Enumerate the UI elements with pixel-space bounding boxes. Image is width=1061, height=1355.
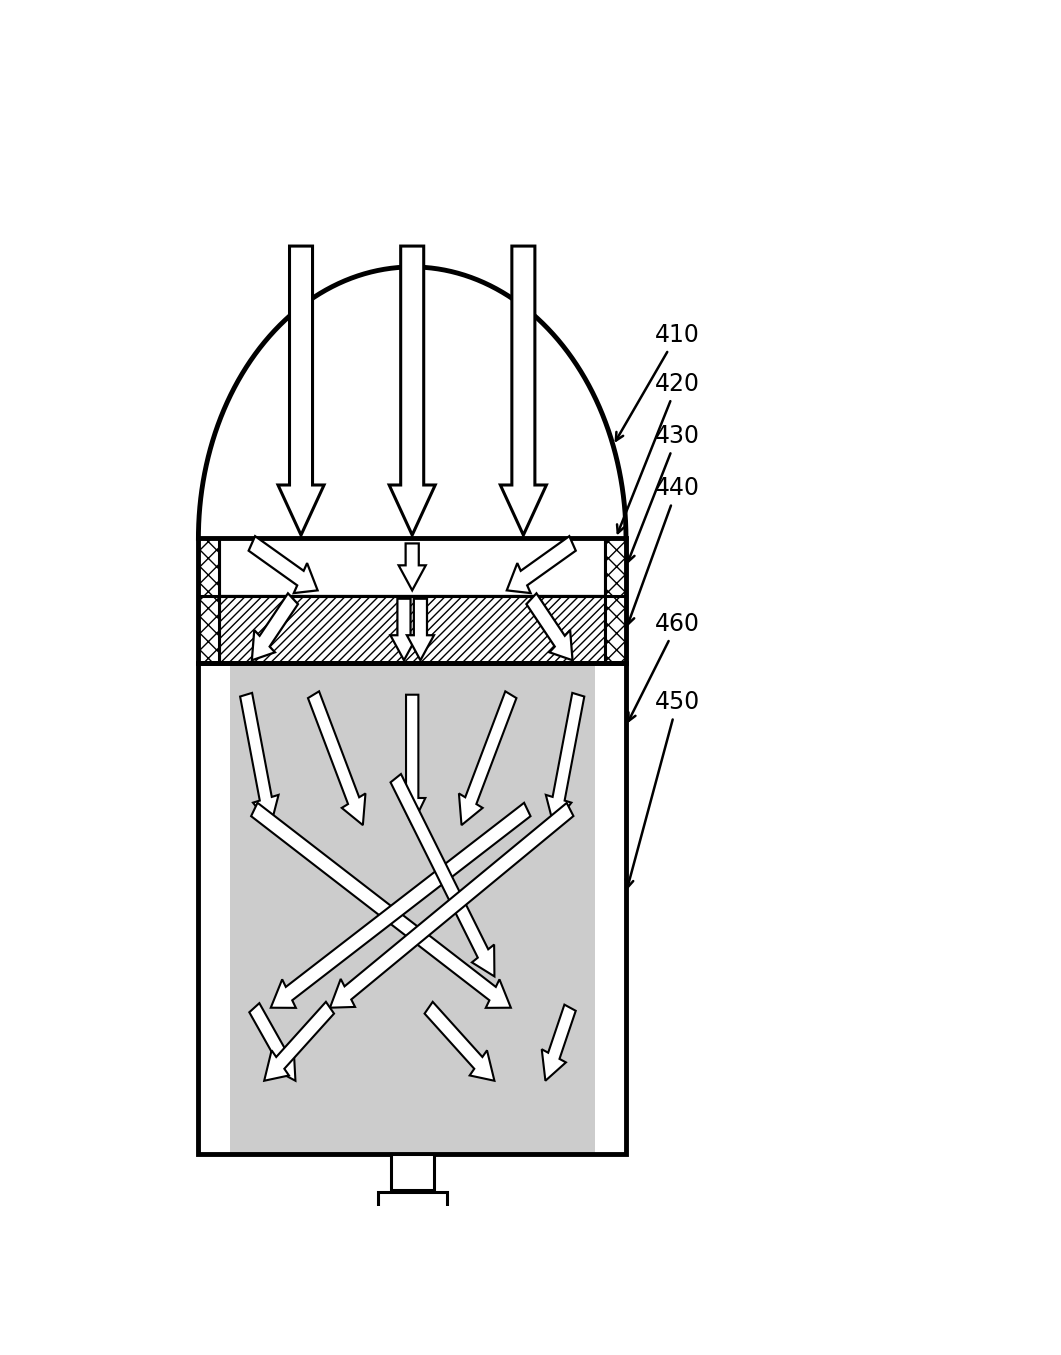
Bar — [595, 664, 626, 1154]
Polygon shape — [507, 537, 576, 593]
Bar — [219, 596, 606, 664]
Polygon shape — [390, 774, 494, 977]
Bar — [198, 538, 219, 664]
Polygon shape — [459, 691, 517, 825]
Text: 440: 440 — [627, 476, 700, 625]
Polygon shape — [251, 802, 511, 1008]
Text: 430: 430 — [627, 424, 700, 562]
Polygon shape — [198, 267, 626, 538]
Polygon shape — [271, 802, 530, 1008]
Polygon shape — [389, 247, 435, 535]
Text: 460: 460 — [628, 611, 700, 721]
Polygon shape — [390, 599, 418, 660]
Bar — [198, 538, 626, 664]
Polygon shape — [501, 247, 546, 535]
Polygon shape — [330, 804, 573, 1008]
Bar — [229, 664, 595, 1154]
Polygon shape — [278, 247, 324, 535]
Bar — [390, 1154, 434, 1190]
Polygon shape — [399, 695, 425, 825]
Bar — [606, 538, 626, 664]
Polygon shape — [424, 1001, 494, 1081]
Text: 420: 420 — [618, 371, 700, 533]
Polygon shape — [248, 537, 317, 593]
Polygon shape — [264, 1001, 334, 1081]
Polygon shape — [240, 692, 279, 825]
Polygon shape — [249, 1003, 295, 1081]
Polygon shape — [406, 599, 434, 660]
Bar — [219, 538, 606, 596]
Polygon shape — [308, 691, 365, 825]
Polygon shape — [526, 593, 573, 660]
Polygon shape — [399, 543, 425, 591]
Polygon shape — [251, 593, 298, 660]
Text: 450: 450 — [626, 690, 700, 888]
Text: 410: 410 — [615, 322, 699, 440]
Polygon shape — [545, 692, 585, 825]
Bar — [198, 664, 626, 1154]
Polygon shape — [542, 1004, 576, 1081]
Bar — [378, 1192, 447, 1240]
Bar — [198, 664, 229, 1154]
